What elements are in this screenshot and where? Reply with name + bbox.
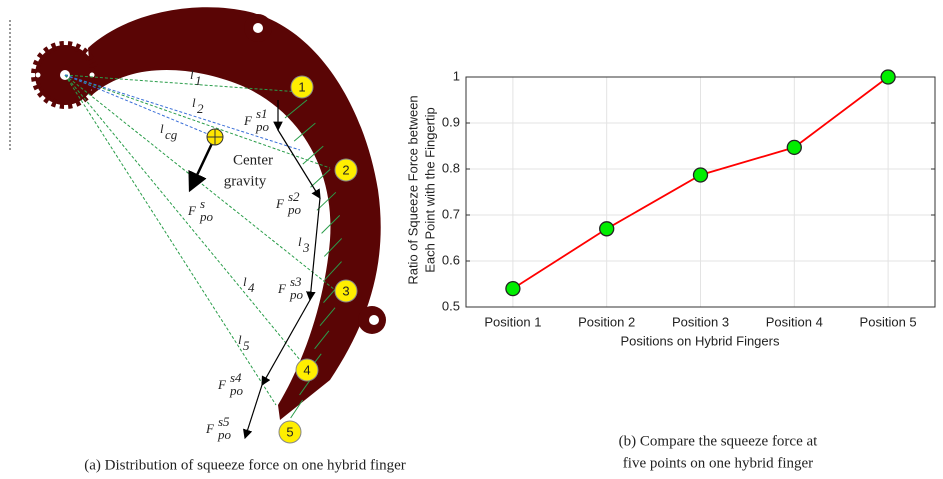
plot: 0.5 0.6 0.7 0.8 0.9 1 Position 1 Position 2 Posi… (442, 68, 935, 329)
math-sub: po (287, 202, 302, 217)
y-axis-label: Ratio of Squeeze Force between (405, 95, 420, 284)
math-base: F (187, 203, 197, 218)
y-tick-label: 0.5 (442, 298, 460, 313)
hole (253, 23, 263, 33)
hole (369, 315, 379, 325)
center-label: Center (233, 152, 273, 168)
caption-b: five points on one hybrid finger (623, 455, 813, 471)
x-tick-label: Position 3 (672, 314, 729, 329)
math-base: l (238, 332, 242, 347)
math-sub: 1 (195, 73, 202, 88)
math-base: l (243, 274, 247, 289)
math-sub: po (229, 383, 244, 398)
finger-body (88, 7, 381, 420)
math-sub: po (217, 427, 232, 442)
point-number: 4 (303, 362, 310, 377)
math-base: F (275, 196, 285, 211)
x-tick-label: Position 4 (766, 314, 823, 329)
y-tick-label: 0.9 (442, 114, 460, 129)
x-tick-label: Position 2 (578, 314, 635, 329)
y-tick-label: 1 (453, 68, 460, 83)
data-point (694, 168, 708, 182)
cg-force-arrow (190, 137, 215, 190)
x-tick-label: Position 1 (484, 314, 541, 329)
math-base: l (192, 95, 196, 110)
math-sub: 4 (248, 280, 255, 295)
math-base: F (243, 113, 253, 128)
finger-drawing (10, 7, 386, 420)
math-sub: 3 (302, 240, 310, 255)
data-point (506, 282, 520, 296)
math-sub: po (255, 119, 270, 134)
math-base: F (217, 377, 227, 392)
math-base: F (277, 281, 287, 296)
y-tick-label: 0.6 (442, 252, 460, 267)
data-point (600, 222, 614, 236)
center-label: gravity (224, 173, 267, 189)
point-number: 1 (298, 79, 305, 94)
math-sub: po (199, 209, 214, 224)
y-tick-label: 0.8 (442, 160, 460, 175)
math-base: l (190, 67, 194, 82)
force-arrow (310, 198, 320, 300)
point-number: 2 (342, 162, 349, 177)
math-base: l (160, 121, 164, 136)
caption-b: (b) Compare the squeeze force at (619, 433, 818, 449)
y-tick-label: 0.7 (442, 206, 460, 221)
point-number: 5 (286, 424, 293, 439)
figure: l1l2l3l4l5lcgFs1poFs2poFs3poFs4poFs5poFs… (0, 0, 943, 479)
math-sub: cg (165, 127, 178, 142)
data-point (881, 70, 895, 84)
math-sub: 2 (197, 101, 204, 116)
math-base: F (205, 421, 215, 436)
math-base: l (298, 234, 302, 249)
y-axis-label: Each Point with the Fingertip (422, 107, 437, 272)
math-sub: 5 (243, 338, 250, 353)
math-sub: po (289, 287, 304, 302)
point-number: 3 (342, 283, 349, 298)
hole (36, 73, 41, 78)
x-tick-label: Position 5 (860, 314, 917, 329)
x-axis-label: Positions on Hybrid Fingers (621, 333, 780, 348)
data-point (787, 140, 801, 154)
force-arrow (245, 385, 262, 438)
caption-a: (a) Distribution of squeeze force on one… (84, 457, 406, 473)
